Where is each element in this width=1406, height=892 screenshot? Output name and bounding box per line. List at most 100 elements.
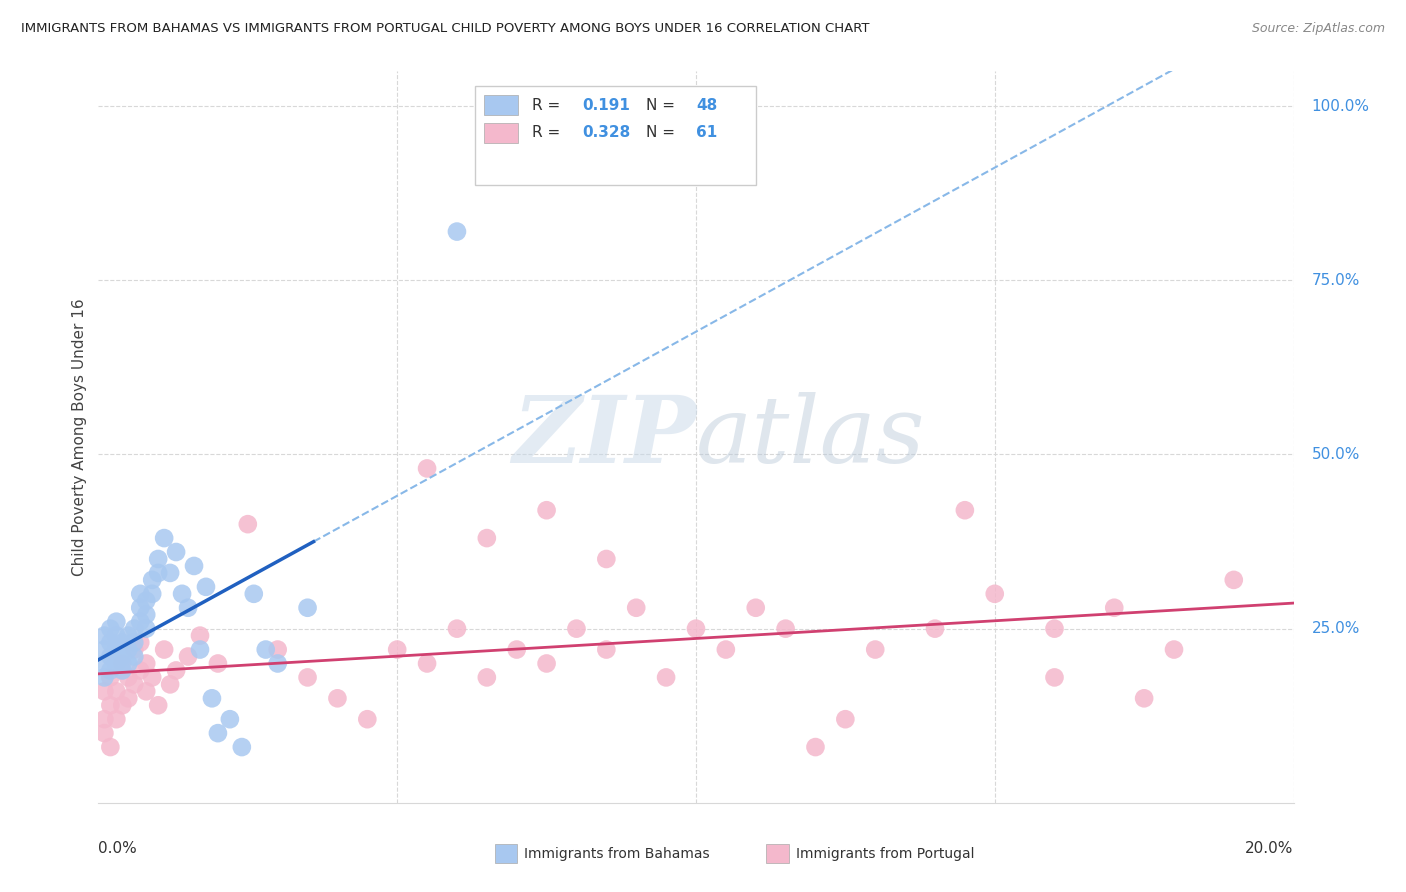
Point <box>1043 622 1066 636</box>
Point <box>93 657 115 671</box>
Text: 20.0%: 20.0% <box>1246 841 1294 856</box>
Point <box>506 642 529 657</box>
Text: atlas: atlas <box>696 392 925 482</box>
Point <box>117 629 139 643</box>
Point <box>117 657 139 671</box>
Point <box>135 607 157 622</box>
Text: 25.0%: 25.0% <box>1312 621 1360 636</box>
Point <box>297 600 319 615</box>
Text: 0.0%: 0.0% <box>98 841 138 856</box>
Point <box>953 503 976 517</box>
Point <box>93 629 115 643</box>
Text: Immigrants from Bahamas: Immigrants from Bahamas <box>524 847 710 861</box>
Point <box>135 622 157 636</box>
Text: N =: N = <box>645 125 679 140</box>
Point <box>93 684 115 698</box>
Point <box>356 712 378 726</box>
Point <box>129 600 152 615</box>
Point <box>267 657 290 671</box>
Point <box>93 642 115 657</box>
FancyBboxPatch shape <box>485 95 517 115</box>
Point <box>183 558 205 573</box>
Point <box>105 657 128 671</box>
Point <box>446 622 468 636</box>
Point <box>98 649 122 664</box>
Point <box>595 552 617 566</box>
Point <box>111 657 134 671</box>
Point <box>111 698 134 713</box>
Point <box>834 712 856 726</box>
Text: IMMIGRANTS FROM BAHAMAS VS IMMIGRANTS FROM PORTUGAL CHILD POVERTY AMONG BOYS UND: IMMIGRANTS FROM BAHAMAS VS IMMIGRANTS FR… <box>21 22 869 36</box>
Point <box>775 622 797 636</box>
Point <box>231 740 253 755</box>
Point <box>201 691 224 706</box>
Point <box>385 642 409 657</box>
Point <box>172 587 194 601</box>
Point <box>93 712 115 726</box>
Point <box>924 622 946 636</box>
Point <box>98 670 122 684</box>
FancyBboxPatch shape <box>475 86 756 185</box>
Point <box>565 622 588 636</box>
Point <box>685 622 707 636</box>
Point <box>105 629 128 643</box>
Point <box>117 691 139 706</box>
Text: ZIP: ZIP <box>512 392 696 482</box>
Text: 75.0%: 75.0% <box>1312 273 1360 288</box>
Point <box>93 670 115 684</box>
Point <box>177 649 200 664</box>
Point <box>243 587 266 601</box>
Point <box>1133 691 1156 706</box>
Point <box>124 642 146 657</box>
Point <box>129 664 152 678</box>
FancyBboxPatch shape <box>485 122 517 143</box>
Point <box>326 691 349 706</box>
Point <box>124 649 146 664</box>
Point <box>105 712 128 726</box>
Point <box>153 531 176 545</box>
Point <box>129 615 152 629</box>
Point <box>153 642 176 657</box>
Point <box>105 684 128 698</box>
Point <box>416 657 439 671</box>
Text: 48: 48 <box>696 97 717 112</box>
Point <box>105 642 128 657</box>
Text: 50.0%: 50.0% <box>1312 447 1360 462</box>
Point <box>1163 642 1185 657</box>
Point <box>254 642 277 657</box>
Point <box>297 670 319 684</box>
Point <box>124 635 146 649</box>
Point <box>865 642 887 657</box>
Point <box>111 649 134 664</box>
Point <box>595 642 617 657</box>
Point <box>135 684 157 698</box>
Point <box>446 225 468 239</box>
Point <box>177 600 200 615</box>
Point <box>536 657 558 671</box>
Point <box>159 677 181 691</box>
Point <box>236 517 259 532</box>
Point <box>141 573 163 587</box>
Text: R =: R = <box>533 97 565 112</box>
Point <box>159 566 181 580</box>
Point <box>98 635 122 649</box>
Point <box>1043 670 1066 684</box>
Point <box>141 587 163 601</box>
Point <box>536 503 558 517</box>
Text: Source: ZipAtlas.com: Source: ZipAtlas.com <box>1251 22 1385 36</box>
Point <box>98 698 122 713</box>
Point <box>194 580 218 594</box>
Point <box>1223 573 1246 587</box>
Point <box>148 552 170 566</box>
Point <box>655 670 678 684</box>
Text: 0.191: 0.191 <box>582 97 630 112</box>
Point <box>267 642 290 657</box>
Point <box>117 642 139 657</box>
Point <box>141 670 163 684</box>
Point <box>165 664 187 678</box>
Point <box>105 615 128 629</box>
Point <box>416 461 439 475</box>
Point <box>148 698 170 713</box>
Point <box>745 600 768 615</box>
Point <box>165 545 187 559</box>
